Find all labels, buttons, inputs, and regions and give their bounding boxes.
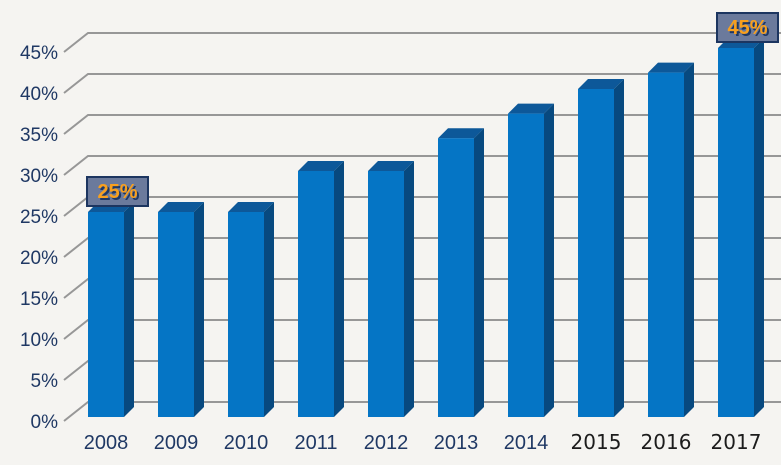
data-label-text: 25% [97, 181, 137, 203]
bar-front-face [648, 72, 684, 417]
x-tick-label: 2012 [364, 432, 409, 454]
bar-side-face [194, 202, 204, 417]
bar-front-face [228, 212, 264, 417]
bar-top-face [648, 62, 694, 73]
bar-top-face [578, 79, 624, 89]
bar-2017 [718, 38, 764, 417]
bar-2015 [578, 79, 624, 417]
data-label-text-shadow: 25% [99, 183, 139, 205]
bar-side-face [334, 161, 344, 417]
gridline [63, 73, 781, 94]
x-tick-label: 2013 [434, 432, 479, 454]
y-tick-label: 5% [31, 371, 59, 392]
bar-top-face [228, 202, 274, 212]
gridline [63, 32, 781, 53]
y-tick-label: 45% [20, 43, 58, 64]
y-axis-labels: 45% 40% 35% 30% 25% 20% 15% 10% 5% 0% [20, 43, 58, 433]
bar-side-face [124, 202, 134, 417]
bar-2016 [648, 62, 694, 417]
bar-2012 [368, 161, 414, 417]
x-axis-labels: 2008 2009 2010 2011 2012 2013 2014 2015 2016 2017 [84, 430, 762, 454]
bars [88, 38, 764, 417]
bar-side-face [474, 128, 484, 417]
data-label-text-shadow: 45% [729, 19, 769, 41]
bar-front-face [158, 212, 194, 417]
bar-top-face [368, 161, 414, 171]
y-tick-label: 35% [20, 125, 58, 146]
bar-front-face [298, 171, 334, 417]
y-tick-label: 0% [31, 412, 59, 433]
y-tick-label: 10% [20, 330, 58, 351]
y-tick-label: 30% [20, 166, 58, 187]
data-label-box [86, 176, 149, 207]
bar-top-face [298, 161, 344, 171]
x-tick-label: 2017 [711, 430, 762, 454]
bar-2009 [158, 202, 204, 417]
y-tick-label: 25% [20, 207, 58, 228]
bar-2013 [438, 128, 484, 417]
data-label-text: 45% [727, 17, 767, 39]
data-labels: 25%25% 45%45% [86, 12, 779, 207]
x-tick-label: 2009 [154, 432, 199, 454]
y-tick-label: 15% [20, 289, 58, 310]
data-label-box [716, 12, 779, 43]
bar-front-face [508, 113, 544, 417]
bar-front-face [578, 89, 614, 417]
bar-side-face [754, 38, 764, 417]
bar-top-face [158, 202, 204, 212]
data-label-2017: 45%45% [716, 12, 779, 43]
x-tick-label: 2008 [84, 432, 129, 454]
bar-front-face [368, 171, 404, 417]
bar-top-face [508, 103, 554, 114]
bar-front-face [438, 138, 474, 417]
x-tick-label: 2015 [571, 430, 622, 454]
x-tick-label: 2010 [224, 432, 269, 454]
bar-front-face [88, 212, 124, 417]
y-tick-label: 20% [20, 248, 58, 269]
y-tick-label: 40% [20, 84, 58, 105]
bar-top-face [438, 128, 484, 139]
bar-side-face [404, 161, 414, 417]
bar-side-face [544, 103, 554, 417]
bar-side-face [264, 202, 274, 417]
data-label-2008: 25%25% [86, 176, 149, 207]
bar-side-face [614, 79, 624, 417]
x-tick-label: 2016 [641, 430, 692, 454]
bar-front-face [718, 48, 754, 417]
bar-2008 [88, 202, 134, 417]
bar-2014 [508, 103, 554, 417]
x-tick-label: 2014 [504, 432, 549, 454]
bar-2011 [298, 161, 344, 417]
x-tick-label: 2011 [294, 432, 337, 454]
bar-side-face [684, 62, 694, 417]
bar-2010 [228, 202, 274, 417]
